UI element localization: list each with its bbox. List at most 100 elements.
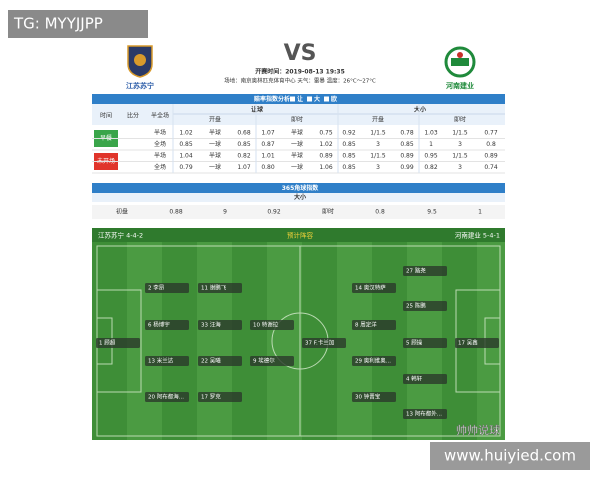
corners-title: 365角球指数 (282, 184, 320, 192)
odds-option: 欧 (331, 95, 337, 103)
corners-cell: 9.5 (427, 209, 437, 216)
odds-cell: 1/1.5 (370, 130, 386, 137)
player-box (250, 320, 294, 330)
player-box (403, 374, 447, 384)
player-name: 8 周定洋 (355, 321, 377, 329)
odds-cell: 3 (458, 164, 462, 171)
player-name: 2 李昂 (148, 284, 164, 292)
lineup-header (92, 228, 505, 242)
player-box (352, 320, 396, 330)
player-name: 13 米兰达 (148, 357, 174, 365)
player-name: 11 谢鹏飞 (201, 284, 227, 292)
sub-header: 即时 (454, 116, 466, 124)
player-name: 22 吴曦 (201, 357, 221, 365)
odds-cell: 0.89 (319, 153, 333, 160)
player-box (455, 338, 499, 348)
watermark-box (8, 10, 148, 38)
player-name: 20 阿布都海... (148, 393, 184, 401)
home-team: 江苏苏宁 (126, 81, 154, 90)
player-name: 37 F.卡兰加 (305, 339, 334, 347)
player-box (145, 283, 189, 293)
player-box (198, 356, 242, 366)
odds-cell: 3 (376, 141, 380, 148)
odds-cell: 1.04 (179, 153, 193, 160)
player-box (403, 409, 447, 419)
checkbox (307, 96, 312, 102)
odds-cell: 0.68 (237, 130, 251, 137)
lineup-title: 预计阵容 (287, 231, 314, 240)
player-name: 33 汪海 (201, 321, 221, 329)
odds-cell: 1.03 (424, 130, 438, 137)
odds-cell: 1.07 (237, 164, 251, 171)
odds-cell: 0.74 (484, 164, 498, 171)
column-header: 半全场 (151, 112, 169, 120)
odds-cell: 半场 (154, 129, 166, 137)
odds-cell: 0.87 (261, 141, 275, 148)
player-box (352, 392, 396, 402)
weibo-watermark: 帅帅说球 (456, 423, 500, 437)
odds-cell: 一球 (209, 140, 221, 148)
sub-header: 即时 (291, 116, 303, 124)
odds-cell: 0.89 (484, 153, 498, 160)
player-box (352, 283, 396, 293)
player-name: 9 埃德尔 (253, 357, 275, 365)
lineup-home: 江苏苏宁 4-4-2 (98, 231, 143, 240)
odds-cell: 0.85 (179, 141, 193, 148)
odds-cell: 1.06 (319, 164, 333, 171)
corners-cell: 即时 (322, 208, 334, 216)
odds-cell: 0.85 (342, 164, 356, 171)
odds-title-bar (92, 94, 505, 104)
corners-cell: 0.88 (169, 209, 183, 216)
player-name: 1 顾超 (99, 339, 116, 347)
player-box (352, 356, 396, 366)
odds-cell: 1/1.5 (452, 130, 468, 137)
odds-cell: 1 (429, 141, 433, 148)
corners-title-bar (92, 183, 505, 193)
player-box (198, 320, 242, 330)
lineup-away: 河南建业 5-4-1 (455, 231, 500, 240)
odds-cell: 0.78 (400, 130, 414, 137)
corners-cell: 0.8 (375, 209, 385, 216)
player-name: 17 吴鑫 (458, 339, 478, 347)
player-name: 27 路尧 (406, 267, 426, 275)
kickoff: 开赛时间：2019-08-13 19:35 (255, 68, 345, 76)
odds-option: 大 (314, 95, 320, 103)
odds-cell: 0.85 (342, 141, 356, 148)
venue: 场地：南京奥林匹克体育中心 天气：雷暴 温度：26°C～27°C (224, 77, 376, 85)
player-box (198, 283, 242, 293)
odds-cell: 0.82 (237, 153, 251, 160)
odds-cell: 1.02 (319, 141, 333, 148)
odds-cell: 0.85 (342, 153, 356, 160)
watermark-box (430, 442, 590, 470)
player-name: 25 陈鹏 (406, 302, 426, 310)
odds-cell: 全场 (154, 163, 166, 171)
player-box (250, 356, 294, 366)
sub-header: 开盘 (209, 116, 221, 124)
odds-cell: 半球 (209, 152, 221, 160)
column-header: 比分 (127, 112, 139, 120)
away-logo (444, 46, 476, 78)
column-header: 时间 (100, 112, 112, 120)
odds-cell: 0.8 (486, 141, 496, 148)
odds-cell: 半球 (291, 129, 303, 137)
player-name: 4 韩轩 (406, 375, 423, 383)
odds-cell: 0.99 (400, 164, 414, 171)
odds-cell: 0.80 (261, 164, 275, 171)
player-name: 29 奥利维奥... (355, 357, 391, 365)
odds-cell: 半场 (154, 152, 166, 160)
corners-cell: 0.92 (267, 209, 281, 216)
watermark-text: TG: MYYJJPP (13, 15, 103, 33)
odds-cell: 0.75 (319, 130, 333, 137)
odds-cell: 全场 (154, 140, 166, 148)
odds-cell: 半球 (291, 152, 303, 160)
odds-cell: 0.85 (237, 141, 251, 148)
watermark-text: www.huiyied.com (444, 447, 576, 465)
corners-cell: 9 (223, 209, 227, 216)
player-name: 14 奥汉特萨 (355, 284, 386, 292)
corners-cell: 初盘 (116, 208, 128, 216)
group-header: 大小 (414, 106, 426, 114)
player-name: 30 钟晋宝 (355, 393, 381, 401)
group-header: 让球 (251, 106, 264, 114)
odds-cell: 1.02 (179, 130, 193, 137)
